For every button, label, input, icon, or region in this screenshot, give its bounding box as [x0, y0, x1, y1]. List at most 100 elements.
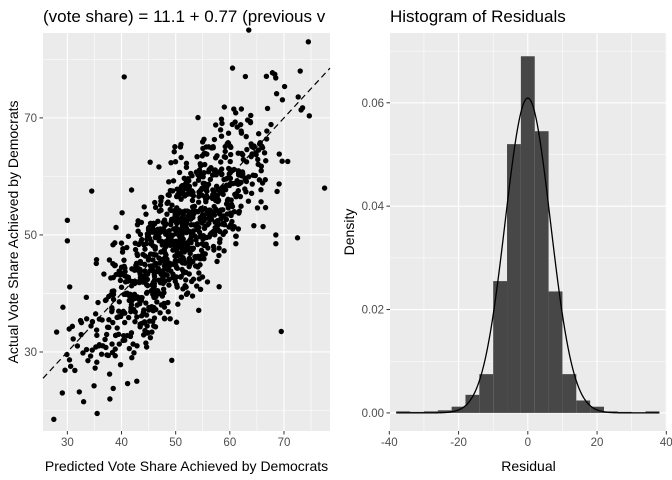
- data-point: [145, 225, 152, 231]
- data-point: [160, 286, 167, 292]
- data-point: [134, 378, 140, 384]
- data-point: [213, 122, 219, 128]
- data-point: [83, 294, 90, 301]
- data-point: [80, 350, 86, 356]
- data-point: [157, 310, 163, 316]
- data-point: [120, 308, 127, 315]
- data-point: [104, 324, 111, 330]
- data-point: [157, 202, 164, 208]
- data-point: [143, 290, 150, 296]
- data-point: [87, 353, 94, 359]
- data-point: [243, 159, 250, 165]
- data-point: [273, 90, 280, 97]
- data-point: [124, 380, 131, 387]
- data-point: [247, 118, 253, 125]
- data-point: [174, 220, 180, 227]
- data-point: [134, 314, 140, 320]
- data-point: [128, 305, 134, 311]
- histogram-axis-ticks: -40 -20 0 20 40 0.00 0.02 0.04 0.06: [362, 98, 672, 449]
- data-point: [126, 345, 133, 352]
- data-point: [238, 179, 244, 185]
- data-point: [242, 186, 248, 192]
- data-point: [125, 314, 132, 321]
- data-point: [210, 187, 216, 193]
- data-point: [285, 158, 291, 165]
- data-point: [156, 208, 163, 214]
- data-point: [189, 173, 195, 179]
- data-point: [120, 337, 126, 344]
- data-point: [276, 151, 282, 157]
- data-point: [144, 271, 151, 277]
- data-point: [258, 167, 264, 174]
- data-point: [202, 223, 208, 230]
- data-point: [116, 314, 122, 320]
- data-point: [193, 223, 199, 229]
- data-point: [223, 182, 230, 188]
- histogram-bar: [548, 291, 563, 413]
- data-point: [187, 250, 193, 257]
- data-point: [230, 226, 236, 232]
- data-point: [165, 309, 171, 315]
- data-point: [167, 187, 174, 194]
- data-point: [140, 332, 147, 338]
- outlier-point: [80, 399, 87, 405]
- data-point: [204, 184, 210, 190]
- data-point: [93, 260, 100, 267]
- data-point: [186, 209, 192, 215]
- data-point: [210, 243, 217, 250]
- data-point: [255, 147, 262, 153]
- data-point: [85, 357, 91, 364]
- data-point: [216, 283, 222, 290]
- histogram-chart: Histogram of Residuals -40 -20 0 20 40 0.00 0.…: [341, 7, 672, 474]
- data-point: [179, 184, 185, 190]
- data-point: [148, 241, 154, 247]
- data-point: [178, 141, 184, 148]
- data-point: [227, 169, 234, 176]
- data-point: [183, 164, 190, 171]
- data-point: [231, 166, 237, 173]
- data-point: [110, 385, 116, 392]
- data-point: [233, 110, 239, 116]
- data-point: [195, 199, 202, 205]
- data-point: [228, 201, 235, 208]
- data-point: [279, 97, 286, 103]
- data-point: [255, 131, 262, 137]
- data-point: [214, 258, 220, 265]
- data-point: [269, 70, 276, 76]
- x-tick-label: 60: [223, 437, 236, 449]
- data-point: [94, 359, 100, 365]
- data-point: [258, 187, 264, 193]
- data-point: [166, 179, 172, 185]
- data-point: [221, 248, 227, 254]
- data-point: [179, 266, 185, 273]
- data-point: [117, 361, 124, 368]
- data-point: [218, 207, 224, 213]
- data-point: [176, 169, 183, 176]
- data-point: [273, 75, 279, 81]
- data-point: [160, 219, 167, 226]
- data-point: [195, 114, 201, 121]
- data-point: [219, 221, 226, 227]
- data-point: [161, 316, 168, 322]
- data-point: [105, 352, 112, 359]
- data-point: [235, 168, 242, 174]
- data-point: [225, 196, 231, 202]
- data-point: [190, 228, 197, 234]
- histogram-bar: [423, 411, 438, 413]
- data-point: [125, 233, 132, 239]
- data-point: [202, 161, 208, 168]
- data-point: [171, 149, 177, 155]
- data-point: [227, 158, 233, 165]
- data-point: [89, 347, 95, 353]
- data-point: [150, 279, 156, 286]
- data-point: [178, 294, 185, 300]
- data-point: [173, 319, 180, 325]
- x-tick-label: -20: [450, 437, 467, 449]
- data-point: [141, 279, 148, 285]
- data-point: [131, 295, 138, 302]
- data-point: [177, 252, 183, 258]
- data-point: [262, 204, 269, 211]
- data-point: [231, 208, 237, 215]
- data-point: [163, 244, 169, 250]
